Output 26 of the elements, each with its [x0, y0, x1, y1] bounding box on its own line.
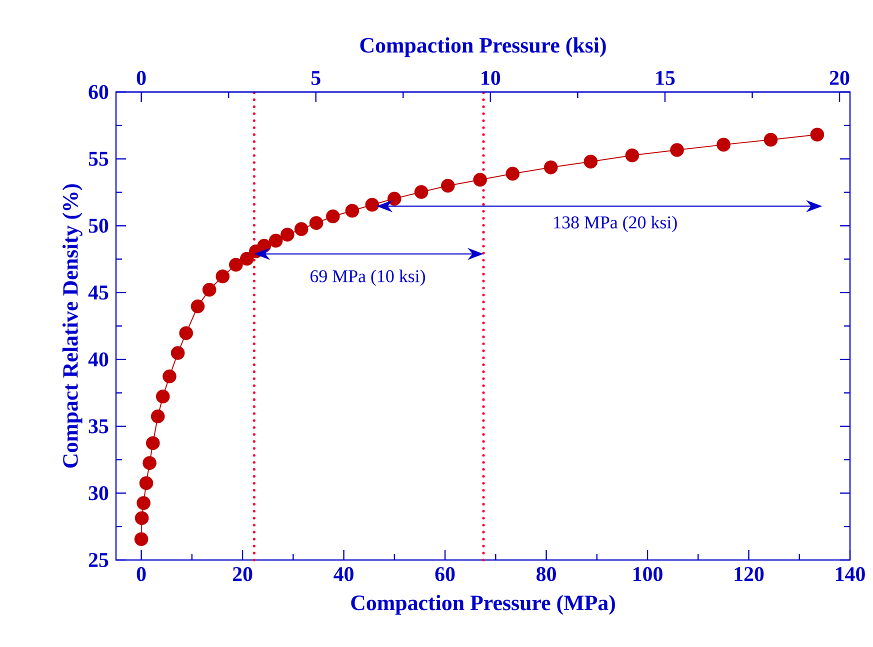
- annotation: 138 MPa (20 ksi): [554, 216, 677, 232]
- y-tick-label: 55: [88, 152, 108, 166]
- y-tick-label: 45: [88, 286, 108, 300]
- x2-tick-label: 15: [656, 70, 675, 85]
- y-tick-label: 60: [88, 84, 108, 100]
- y-tick-label: 25: [88, 552, 108, 568]
- x-tick-label: 140: [836, 567, 865, 582]
- y-tick-label: 30: [88, 486, 108, 500]
- x-tick-label: 120: [734, 567, 764, 582]
- x2-tick-label: 0: [136, 70, 146, 85]
- y-axis-title: Compact Relative Density (%): [62, 184, 82, 468]
- x-tick-label: 0: [136, 567, 146, 582]
- x2-axis-title: Compaction Pressure (ksi): [360, 37, 606, 58]
- x2-tick-label: 5: [311, 71, 320, 85]
- x-tick-label: 80: [536, 567, 556, 582]
- y-tick-label: 35: [88, 419, 108, 434]
- x-tick-label: 40: [334, 567, 354, 582]
- x2-tick-label: 20: [830, 70, 850, 85]
- x-tick-label: 20: [232, 567, 252, 582]
- y-tick-label: 40: [88, 352, 108, 367]
- x-axis-title: Compaction Pressure (MPa): [351, 594, 615, 615]
- x-tick-label: 100: [634, 567, 662, 582]
- y-tick-label: 50: [88, 218, 108, 233]
- x-tick-label: 60: [435, 567, 455, 582]
- annotation: 69 MPa (10 ksi): [310, 270, 426, 286]
- x2-tick-label: 10: [482, 70, 500, 85]
